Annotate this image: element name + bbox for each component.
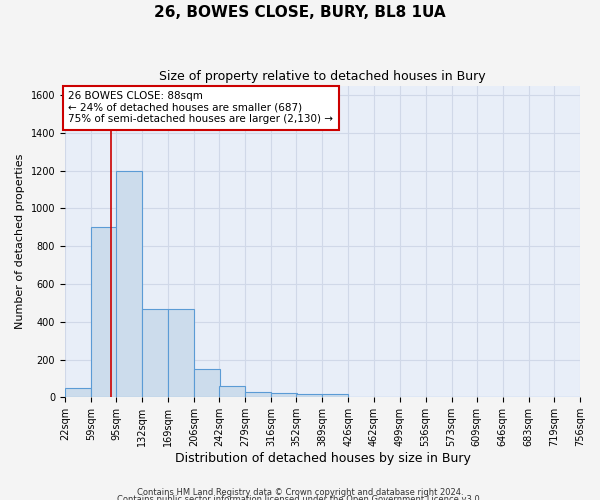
Text: Contains public sector information licensed under the Open Government Licence v3: Contains public sector information licen… [118,496,482,500]
Text: 26 BOWES CLOSE: 88sqm
← 24% of detached houses are smaller (687)
75% of semi-det: 26 BOWES CLOSE: 88sqm ← 24% of detached … [68,91,334,124]
Text: 26, BOWES CLOSE, BURY, BL8 1UA: 26, BOWES CLOSE, BURY, BL8 1UA [154,5,446,20]
Text: Contains HM Land Registry data © Crown copyright and database right 2024.: Contains HM Land Registry data © Crown c… [137,488,463,497]
Title: Size of property relative to detached houses in Bury: Size of property relative to detached ho… [159,70,486,83]
X-axis label: Distribution of detached houses by size in Bury: Distribution of detached houses by size … [175,452,470,465]
Bar [194,369,220,398]
Bar [142,308,168,398]
Bar [65,388,91,398]
Bar [116,170,142,398]
Bar [271,392,297,398]
Bar [245,392,271,398]
Bar [91,228,117,398]
Y-axis label: Number of detached properties: Number of detached properties [15,154,25,329]
Bar [296,394,322,398]
Bar [219,386,245,398]
Bar [168,308,194,398]
Bar [322,394,349,398]
